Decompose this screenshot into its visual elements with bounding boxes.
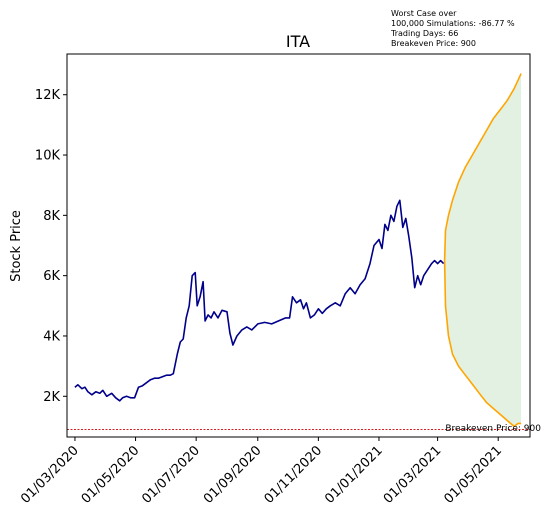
annotation-line-1: Worst Case over [391, 9, 457, 18]
simulation-annotation: Worst Case over 100,000 Simulations: -86… [390, 9, 515, 48]
y-tick-label: 10K [35, 149, 61, 164]
annotation-line-4: Breakeven Price: 900 [391, 39, 476, 48]
y-tick-label: 4K [43, 329, 60, 344]
y-axis-label: Stock Price [9, 210, 24, 282]
y-tick-label: 8K [43, 209, 60, 224]
annotation-line-2: 100,000 Simulations: -86.77 % [391, 19, 515, 28]
history-line [74, 199, 445, 402]
y-axis: 2K 4K 6K 8K 10K 12K [35, 88, 67, 405]
y-tick-label: 2K [43, 390, 60, 405]
upper-bound-line [443, 73, 522, 261]
y-tick-label: 12K [35, 88, 61, 103]
annotation-line-3: Trading Days: 66 [390, 29, 458, 38]
chart-title: ITA [286, 32, 310, 51]
breakeven-label: Breakeven Price: 900 [445, 424, 541, 434]
plot-area [67, 73, 530, 430]
simulation-band [444, 73, 522, 427]
plot-frame [66, 53, 531, 438]
y-tick-label: 6K [43, 269, 60, 284]
lower-bound-line [443, 260, 522, 428]
